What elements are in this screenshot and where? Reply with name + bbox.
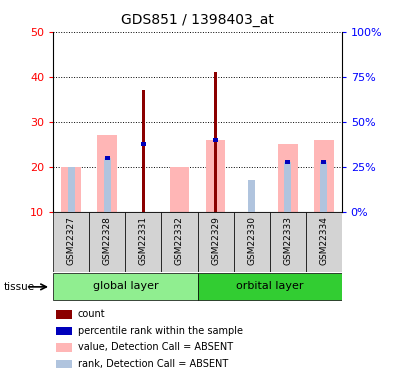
Bar — [105, 156, 110, 160]
Bar — [56, 343, 72, 352]
Bar — [126, 212, 162, 272]
Text: GSM22332: GSM22332 — [175, 216, 184, 265]
Bar — [169, 167, 189, 212]
Bar — [198, 273, 342, 300]
Bar — [53, 273, 198, 300]
Bar — [206, 140, 226, 212]
Bar — [270, 212, 306, 272]
Text: GSM22333: GSM22333 — [283, 216, 292, 265]
Bar — [278, 144, 297, 212]
Bar — [62, 167, 81, 212]
Bar — [56, 360, 72, 368]
Bar — [198, 212, 233, 272]
Bar — [248, 180, 255, 212]
Text: percentile rank within the sample: percentile rank within the sample — [78, 326, 243, 336]
Text: GSM22327: GSM22327 — [67, 216, 76, 265]
Text: tissue: tissue — [4, 282, 35, 292]
Bar — [284, 162, 291, 212]
Text: orbital layer: orbital layer — [236, 281, 303, 291]
Text: value, Detection Call = ABSENT: value, Detection Call = ABSENT — [78, 342, 233, 352]
Bar — [68, 167, 75, 212]
Text: GSM22331: GSM22331 — [139, 216, 148, 265]
Bar — [213, 138, 218, 142]
Bar — [285, 160, 290, 164]
Bar — [321, 160, 326, 164]
Text: GDS851 / 1398403_at: GDS851 / 1398403_at — [121, 13, 274, 27]
Bar — [104, 158, 111, 212]
Bar — [214, 72, 217, 212]
Bar — [314, 140, 333, 212]
Bar — [89, 212, 126, 272]
Bar — [233, 212, 270, 272]
Bar — [320, 162, 327, 212]
Bar — [141, 142, 146, 146]
Bar — [56, 327, 72, 335]
Text: GSM22329: GSM22329 — [211, 216, 220, 265]
Bar — [162, 212, 198, 272]
Bar — [98, 135, 117, 212]
Text: count: count — [78, 309, 105, 320]
Text: global layer: global layer — [92, 281, 158, 291]
Text: rank, Detection Call = ABSENT: rank, Detection Call = ABSENT — [78, 359, 228, 369]
Bar — [306, 212, 342, 272]
Text: GSM22330: GSM22330 — [247, 216, 256, 265]
Bar — [142, 90, 145, 212]
Bar — [56, 310, 72, 319]
Bar — [53, 212, 89, 272]
Text: GSM22334: GSM22334 — [319, 216, 328, 265]
Text: GSM22328: GSM22328 — [103, 216, 112, 265]
